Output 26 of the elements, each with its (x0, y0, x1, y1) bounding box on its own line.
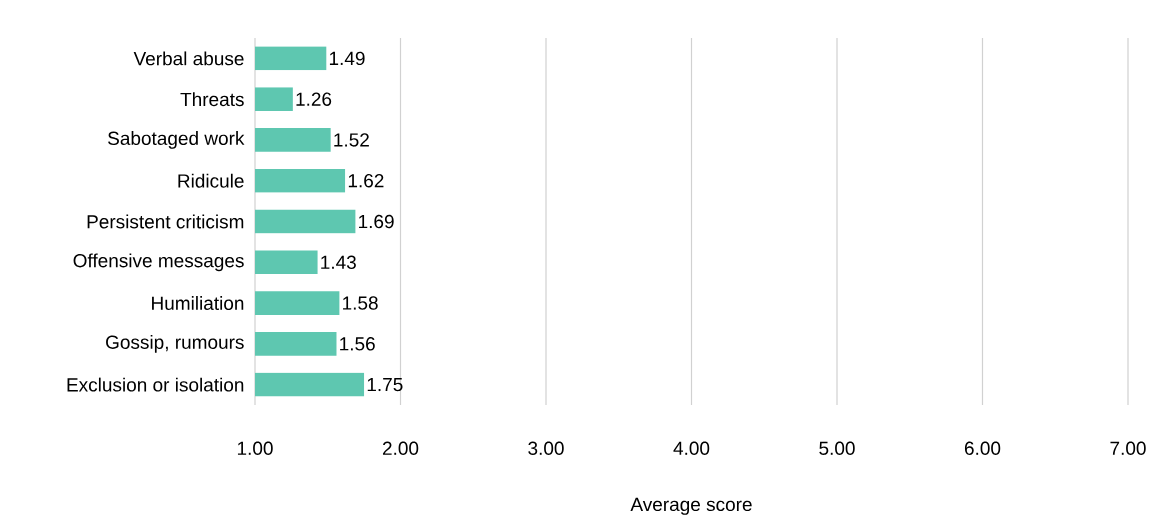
x-tick-label: 4.00 (673, 441, 710, 455)
data-label: 1.52 (334, 133, 369, 147)
x-tick-label: 6.00 (964, 441, 1001, 455)
y-tick-label: Humiliation (152, 295, 244, 310)
y-tick-label: Verbal abuse (133, 51, 244, 66)
x-tick-label: 7.00 (1110, 441, 1146, 455)
data-label: 1.56 (340, 337, 375, 351)
data-label: 1.75 (367, 377, 403, 392)
y-tick-label: Ridicule (178, 173, 244, 188)
y-tick-label: Sabotaged work (108, 130, 245, 149)
y-tick-label: Offensive messages (73, 253, 244, 272)
data-label: 1.69 (359, 214, 394, 229)
data-label: 1.43 (321, 255, 356, 269)
y-tick-label: Persistent criticism (87, 214, 244, 229)
x-tick-label: 3.00 (528, 441, 564, 455)
y-tick-label: Threats (180, 92, 244, 107)
x-tick-label: 5.00 (819, 441, 855, 455)
x-tick-label: 1.00 (237, 441, 273, 455)
y-tick-label: Gossip, rumours (106, 334, 244, 353)
y-tick-label: Exclusion or isolation (67, 377, 244, 392)
x-tick-label: 2.00 (382, 441, 419, 455)
data-label: 1.26 (296, 92, 332, 106)
data-label: 1.58 (343, 296, 378, 310)
x-axis-title: Average score (630, 497, 752, 515)
data-label: 1.62 (348, 173, 384, 188)
data-label: 1.49 (329, 51, 365, 66)
